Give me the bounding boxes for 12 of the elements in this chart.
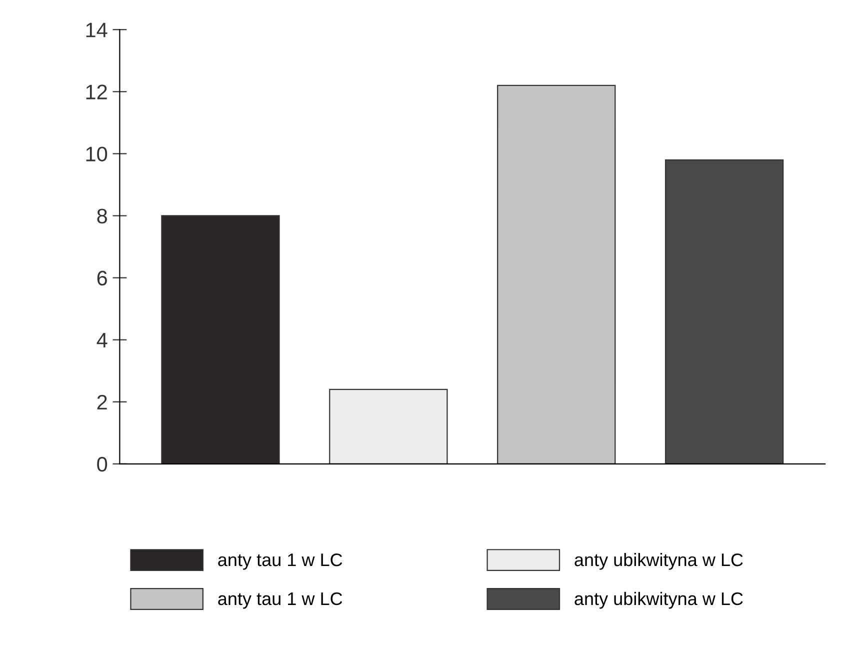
- y-tick-label: 10: [86, 146, 108, 162]
- y-tick-label: 14: [86, 22, 108, 38]
- legend-label: anty tau 1 w LC: [218, 592, 342, 609]
- y-tick-label: 4: [96, 333, 108, 348]
- y-tick-label: 8: [97, 208, 107, 224]
- y-tick-label: 6: [97, 270, 107, 286]
- legend-label: anty ubikwityna w LC: [574, 592, 743, 609]
- legend-label: anty tau 1 w LC: [218, 553, 342, 570]
- y-tick-label: 0: [97, 456, 108, 472]
- y-tick-label: 12: [86, 84, 107, 100]
- y-tick-label: 2: [97, 394, 107, 410]
- legend-label: anty ubikwityna w LC: [574, 552, 743, 570]
